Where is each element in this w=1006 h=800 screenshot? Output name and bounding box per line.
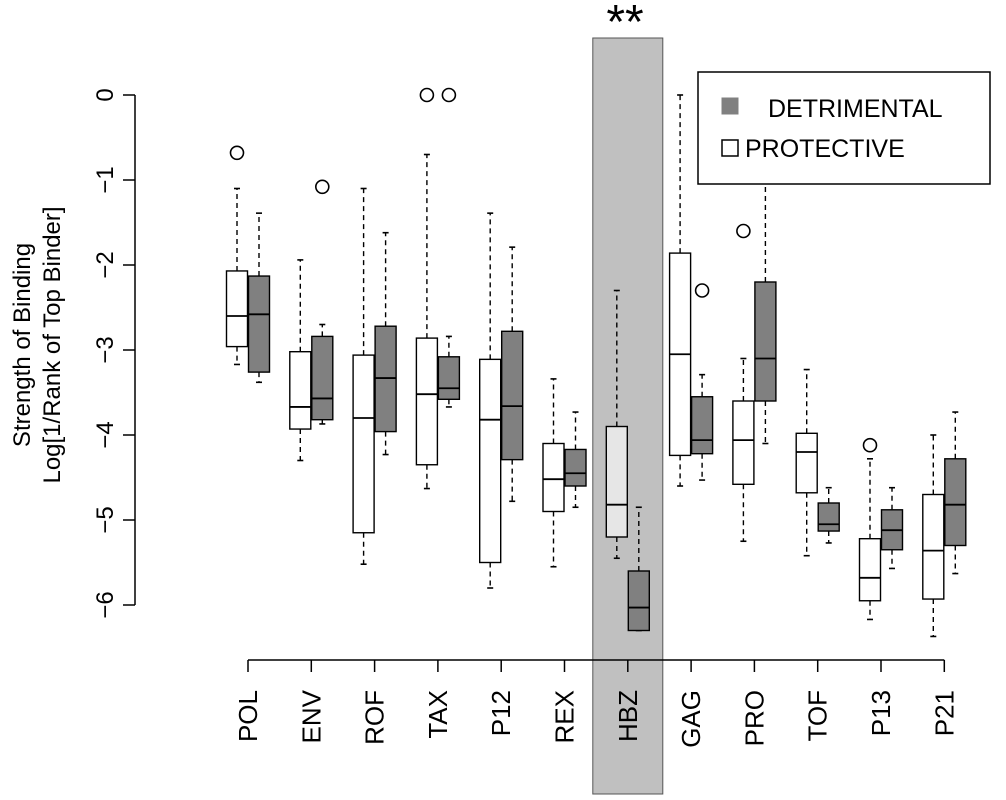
box-group-detrimental-p12 bbox=[501, 246, 524, 503]
box-protective-rof bbox=[352, 354, 375, 534]
box-group-detrimental-rof bbox=[374, 231, 397, 456]
box-group-detrimental-rex bbox=[564, 411, 587, 509]
box-detrimental-gag bbox=[690, 396, 714, 455]
y-tick-label: −3 bbox=[92, 336, 119, 363]
box-group-detrimental-pro bbox=[754, 153, 777, 445]
box-detrimental-hbz bbox=[627, 570, 650, 632]
box-group-detrimental-pol bbox=[247, 212, 271, 384]
x-tick-label-env: ENV bbox=[296, 689, 326, 743]
outlier-protective-tax bbox=[419, 87, 435, 103]
x-tick-label-pro: PRO bbox=[739, 690, 769, 746]
box-group-protective-p13 bbox=[858, 437, 882, 621]
box-protective-pol bbox=[225, 270, 249, 348]
x-tick-label-pol: POL bbox=[233, 690, 263, 742]
box-detrimental-env bbox=[311, 335, 334, 421]
box-protective-p21 bbox=[922, 493, 945, 600]
box-group-protective-hbz bbox=[605, 289, 628, 560]
x-tick-label-gag: GAG bbox=[676, 690, 706, 748]
box-detrimental-pro bbox=[754, 281, 777, 402]
box-group-protective-rex bbox=[542, 378, 565, 568]
box-detrimental-p21 bbox=[944, 458, 967, 547]
y-tick-label: −1 bbox=[92, 166, 119, 193]
y-tick-label: −4 bbox=[92, 421, 119, 448]
box-protective-tax bbox=[415, 337, 439, 466]
box-group-protective-gag bbox=[668, 94, 692, 487]
box-group-protective-pro bbox=[732, 223, 755, 543]
y-tick-label: 0 bbox=[92, 88, 119, 101]
box-group-detrimental-p21 bbox=[944, 411, 967, 575]
box-protective-env bbox=[289, 351, 312, 430]
y-axis: 0 −1 −2 −3 −4 −5 −6 bbox=[92, 88, 136, 619]
outlier-detrimental-gag bbox=[694, 283, 710, 298]
legend-swatch-detrimental bbox=[721, 97, 739, 115]
highlight-band-hbz bbox=[592, 37, 664, 795]
legend-frame bbox=[697, 71, 991, 185]
outlier-protective-pro bbox=[736, 223, 751, 239]
x-tick-label-rex: REX bbox=[550, 690, 580, 743]
box-detrimental-tax bbox=[437, 356, 461, 400]
box-protective-hbz bbox=[605, 425, 628, 538]
box-detrimental-pol bbox=[247, 275, 271, 373]
box-group-protective-pol bbox=[225, 145, 249, 366]
box-group-protective-p21 bbox=[922, 434, 945, 638]
box-detrimental-rex bbox=[564, 448, 587, 487]
box-group-protective-env bbox=[289, 259, 312, 462]
box-group-detrimental-tax bbox=[437, 87, 461, 408]
x-tick-label-rof: ROF bbox=[360, 690, 390, 745]
box-detrimental-tof bbox=[817, 502, 840, 532]
box-group-protective-tax bbox=[415, 87, 439, 490]
box-protective-rex bbox=[542, 442, 565, 513]
box-group-detrimental-hbz bbox=[627, 506, 650, 632]
x-tick-label-p13: P13 bbox=[866, 690, 896, 736]
box-group-protective-tof bbox=[795, 368, 818, 557]
outlier-protective-p13 bbox=[862, 437, 878, 453]
outlier-detrimental-tax bbox=[441, 87, 457, 103]
box-layer bbox=[225, 87, 967, 638]
significance-marker: ** bbox=[606, 0, 643, 49]
y-tick-label: −2 bbox=[92, 251, 119, 278]
legend-label-detrimental: DETRIMENTAL bbox=[768, 95, 943, 123]
box-protective-p12 bbox=[479, 358, 502, 564]
box-protective-tof bbox=[795, 432, 818, 494]
x-tick-label-p12: P12 bbox=[486, 690, 516, 736]
y-axis-title-line1: Strength of Binding bbox=[9, 243, 36, 447]
x-tick-label-tof: TOF bbox=[803, 690, 833, 742]
box-protective-p13 bbox=[858, 538, 882, 602]
x-tick-label-hbz: HBZ bbox=[613, 690, 643, 742]
x-axis: POL ENV ROF TAX P12 REX HBZ GAG PRO TOF P13 P21 bbox=[233, 659, 959, 748]
legend-swatch-protective bbox=[721, 139, 739, 157]
legend: DETRIMENTAL PROTECTIVE bbox=[697, 71, 991, 185]
y-tick-label: −5 bbox=[92, 506, 119, 533]
y-axis-title-line2: Log[1/Rank of Top Binder] bbox=[39, 206, 66, 483]
outlier-protective-pol bbox=[229, 145, 245, 161]
x-tick-label-p21: P21 bbox=[929, 690, 959, 736]
highlight-layer bbox=[592, 37, 664, 795]
box-group-detrimental-env bbox=[311, 179, 334, 425]
box-group-detrimental-tof bbox=[817, 486, 840, 544]
box-protective-pro bbox=[732, 400, 755, 486]
box-group-detrimental-gag bbox=[690, 283, 714, 481]
legend-label-protective: PROTECTIVE bbox=[745, 135, 905, 163]
outlier-detrimental-env bbox=[314, 179, 330, 195]
x-tick-label-tax: TAX bbox=[423, 690, 453, 739]
y-tick-label: −6 bbox=[92, 591, 119, 618]
box-detrimental-p12 bbox=[501, 330, 524, 461]
box-group-protective-rof bbox=[352, 187, 375, 566]
box-group-protective-p12 bbox=[479, 212, 502, 589]
box-group-detrimental-p13 bbox=[880, 486, 904, 570]
